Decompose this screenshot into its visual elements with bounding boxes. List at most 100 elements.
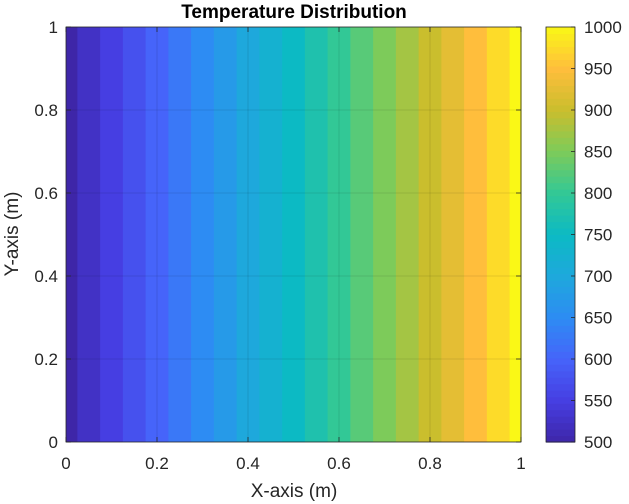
- colorbar-tick-label: 750: [584, 226, 612, 245]
- colorbar-segment: [546, 169, 575, 177]
- colorbar-segment: [546, 189, 575, 197]
- colorbar-segment: [546, 156, 575, 164]
- colorbar-segment: [546, 104, 575, 112]
- colorbar-tick-label: 800: [584, 184, 612, 203]
- colorbar-segment: [546, 338, 575, 346]
- heatmap-cell: [100, 27, 124, 442]
- colorbar-segment: [546, 390, 575, 398]
- y-tick-label: 0.6: [34, 184, 58, 203]
- colorbar-segment: [546, 46, 575, 54]
- colorbar-tick-label: 550: [584, 392, 612, 411]
- colorbar: 500 550 600 650 700 750 800 850 900 950 1000: [545, 18, 622, 452]
- colorbar-segment: [546, 429, 575, 437]
- colorbar-segment: [546, 65, 575, 73]
- colorbar-segment: [546, 253, 575, 262]
- colorbar-segment: [546, 117, 575, 125]
- heatmap-cell: [509, 27, 522, 442]
- colorbar-segment: [546, 59, 575, 67]
- colorbar-segment: [546, 163, 575, 171]
- colorbar-segment: [546, 78, 575, 86]
- colorbar-segment: [546, 221, 575, 229]
- colorbar-segment: [546, 240, 575, 249]
- colorbar-segment: [546, 364, 575, 372]
- heatmap-cell: [191, 27, 215, 442]
- y-tick-label: 0.4: [34, 267, 58, 286]
- colorbar-segment: [546, 228, 575, 236]
- colorbar-segment: [546, 377, 575, 385]
- colorbar-tick-label: 650: [584, 309, 612, 328]
- grid-lines: [66, 27, 521, 442]
- colorbar-segment: [546, 52, 575, 61]
- colorbar-segment: [546, 33, 575, 41]
- colorbar-tick-label: 500: [584, 433, 612, 452]
- colorbar-segment: [546, 370, 575, 378]
- x-tick-label: 0.8: [418, 454, 442, 473]
- colorbar-segment: [546, 195, 575, 203]
- heatmap-cell: [168, 27, 192, 442]
- colorbar-segment: [546, 124, 575, 132]
- colorbar-segment: [546, 143, 575, 151]
- heatmap-cell: [441, 27, 465, 442]
- colorbar-segment: [546, 286, 575, 294]
- colorbar-tick-label: 700: [584, 267, 612, 286]
- x-axis-label: X-axis (m): [251, 481, 338, 502]
- colorbar-segment: [546, 331, 575, 339]
- heatmap-cell: [77, 27, 101, 442]
- colorbar-tick-label: 1000: [584, 18, 622, 37]
- colorbar-segment: [546, 325, 575, 333]
- colorbar-segment: [546, 98, 575, 106]
- colorbar-segment: [546, 344, 575, 352]
- colorbar-tick-label: 900: [584, 101, 612, 120]
- heatmap-cell: [66, 27, 78, 442]
- x-tick-label: 0.2: [145, 454, 169, 473]
- x-tick-label: 1: [516, 454, 525, 473]
- colorbar-segment: [546, 266, 575, 275]
- heatmap-cell: [122, 27, 147, 442]
- colorbar-segment: [546, 72, 575, 80]
- y-tick-label: 1: [49, 18, 58, 37]
- heatmap-cells: [66, 27, 522, 442]
- x-tick-label: 0.4: [236, 454, 260, 473]
- colorbar-tick-label: 600: [584, 350, 612, 369]
- heatmap-cell: [464, 27, 488, 442]
- heatmap-cell: [304, 27, 329, 442]
- colorbar-segment: [546, 150, 575, 158]
- colorbar-segment: [546, 292, 575, 300]
- y-axis-ticks: 0 0.2 0.4 0.6 0.8 1: [34, 18, 521, 452]
- heatmap-cell: [236, 27, 260, 442]
- colorbar-segment: [546, 396, 575, 404]
- plot-frame: [65, 26, 522, 443]
- colorbar-segment: [546, 305, 575, 313]
- colorbar-segment: [546, 85, 575, 93]
- colorbar-segment: [546, 234, 575, 242]
- colorbar-segment: [546, 357, 575, 365]
- colorbar-segment: [546, 130, 575, 138]
- colorbar-segment: [546, 111, 575, 119]
- heatmap-cell: [418, 27, 442, 442]
- colorbar-segment: [546, 215, 575, 223]
- colorbar-segment: [546, 176, 575, 184]
- heatmap-cell: [213, 27, 238, 442]
- colorbar-segment: [546, 91, 575, 99]
- colorbar-segment: [546, 318, 575, 326]
- colorbar-segment: [546, 435, 575, 443]
- colorbar-segment: [546, 403, 575, 411]
- heatmap-cell: [486, 27, 511, 442]
- colorbar-segment: [546, 383, 575, 391]
- colorbar-segment: [546, 299, 575, 307]
- colorbar-segment: [546, 351, 575, 359]
- y-tick-label: 0: [49, 433, 58, 452]
- colorbar-segment: [546, 202, 575, 210]
- colorbar-segment: [546, 137, 575, 145]
- x-axis-ticks: 0 0.2 0.4 0.6 0.8 1: [61, 27, 526, 473]
- colorbar-segment: [546, 312, 575, 320]
- heatmap-cell: [373, 27, 397, 442]
- heatmap-cell: [282, 27, 306, 442]
- colorbar-segment: [546, 208, 575, 216]
- colorbar-tick-label: 850: [584, 143, 612, 162]
- colorbar-segment: [546, 273, 575, 281]
- heatmap-cell: [259, 27, 283, 442]
- colorbar-segment: [546, 422, 575, 430]
- x-tick-label: 0: [61, 454, 70, 473]
